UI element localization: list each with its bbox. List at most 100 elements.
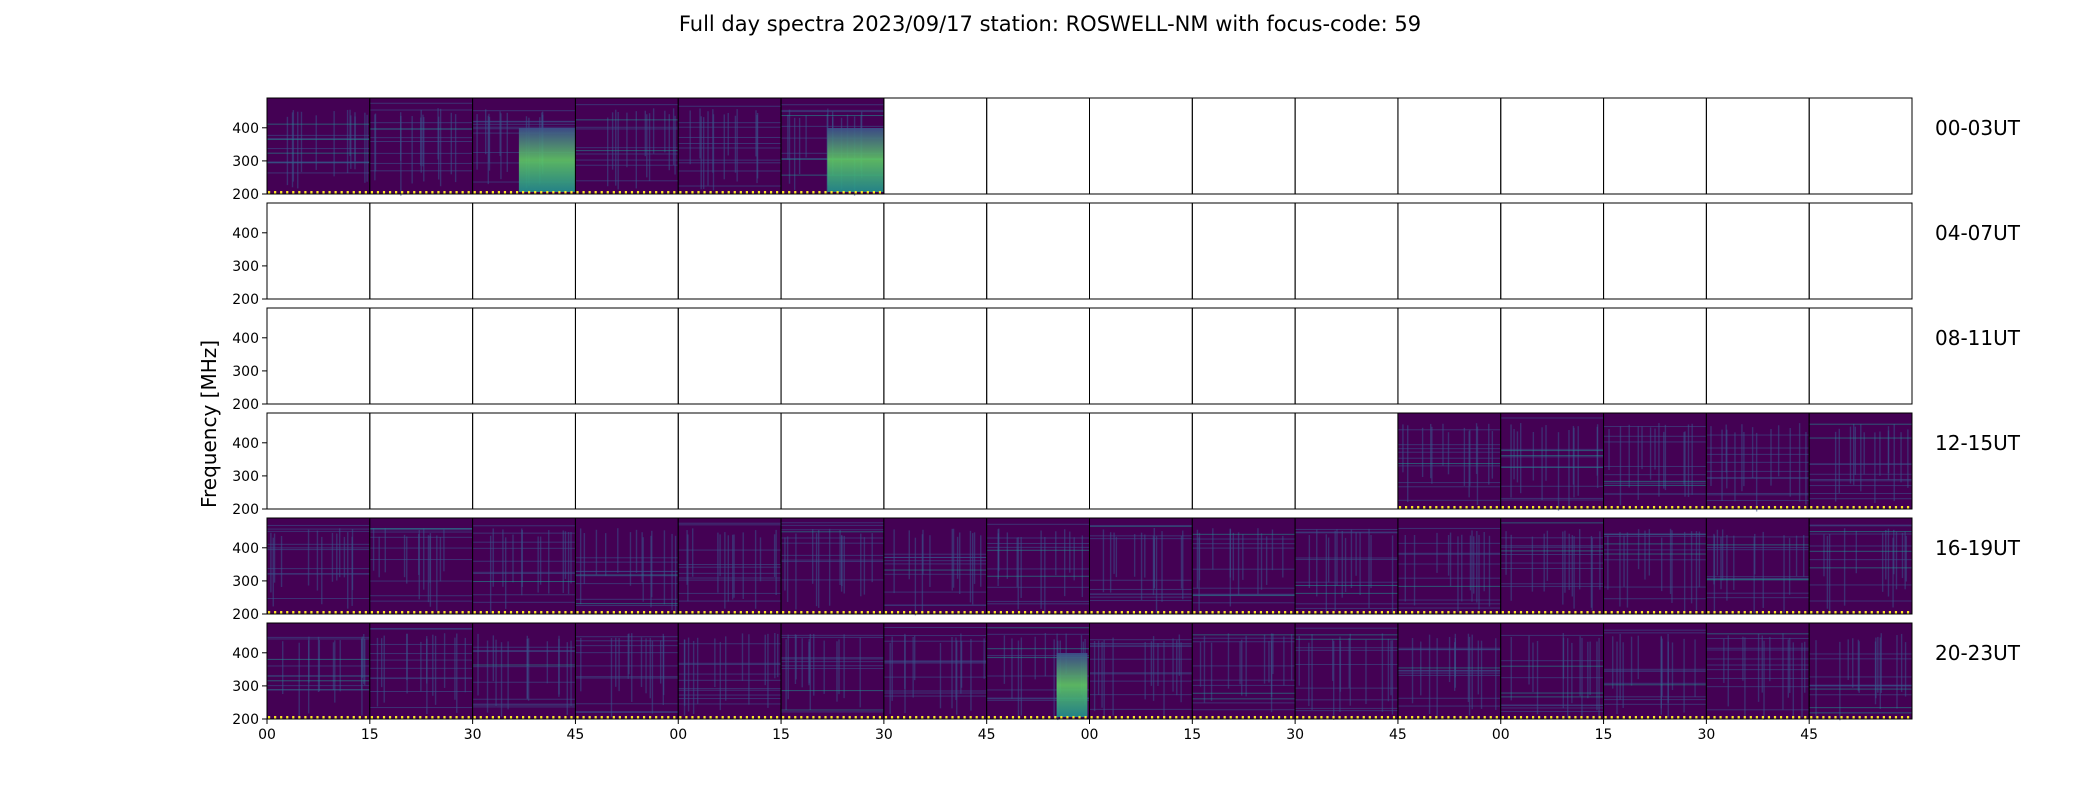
spectral-streak (1726, 429, 1728, 489)
marker-dot (431, 716, 434, 719)
marker-dot (630, 716, 634, 719)
marker-dot (1030, 611, 1033, 614)
spectral-line (472, 560, 576, 562)
spectral-line (1706, 434, 1810, 436)
spectral-streak (280, 535, 283, 588)
marker-dot (642, 191, 646, 194)
spectral-line (1603, 684, 1707, 686)
marker-dot (1640, 716, 1644, 719)
marker-dot (1773, 716, 1777, 719)
spectral-line (781, 661, 884, 663)
spectrum-panel (266, 97, 371, 195)
marker-dot (1356, 611, 1359, 614)
marker-dot (993, 716, 996, 719)
marker-dot (334, 716, 337, 719)
spectral-streak (1727, 635, 1729, 707)
marker-dot (528, 716, 531, 719)
marker-dot (1846, 611, 1849, 614)
marker-dot (1701, 716, 1704, 719)
marker-dot (1320, 611, 1323, 614)
row-time-label: 04-07UT (1935, 221, 2021, 245)
spectral-line (678, 694, 782, 696)
spectral-streak (512, 534, 514, 583)
spectral-streak (793, 117, 796, 190)
spectral-line (986, 575, 1090, 577)
spectral-line (1809, 533, 1912, 535)
marker-dot (830, 191, 833, 194)
spectral-line (678, 689, 782, 691)
spectral-streak (1510, 636, 1512, 701)
marker-dot (1501, 506, 1504, 509)
spectral-line (575, 104, 679, 106)
spectral-line (575, 150, 679, 152)
marker-dot (1332, 716, 1335, 719)
spectral-streak (1272, 633, 1274, 675)
marker-dot (782, 191, 785, 194)
spectral-streak (1103, 640, 1105, 719)
panel-frame (986, 412, 1090, 510)
marker-dot (951, 611, 954, 614)
spectral-line (1089, 588, 1193, 590)
spectral-line (1603, 703, 1707, 705)
spectral-line (1603, 543, 1707, 545)
marker-dot (679, 611, 682, 614)
spectral-streak (1900, 432, 1902, 483)
spectral-line (1809, 685, 1912, 687)
spectral-streak (270, 532, 272, 593)
spectral-streak (1332, 639, 1334, 681)
marker-dot (576, 191, 579, 194)
marker-dot (806, 191, 809, 194)
marker-dot (1677, 716, 1680, 719)
marker-dot (1471, 716, 1474, 719)
spectral-streak (354, 112, 356, 170)
panel-background (575, 518, 679, 614)
marker-dot (612, 716, 615, 719)
marker-dot (1217, 611, 1220, 614)
marker-dot (546, 716, 549, 719)
spectral-streak (1654, 428, 1656, 470)
spectral-line (1089, 596, 1193, 598)
spectral-line (369, 600, 473, 602)
marker-dot (1404, 611, 1408, 614)
x-tick-label: 45 (1800, 727, 1818, 743)
marker-dot (655, 191, 658, 194)
marker-dot (1846, 716, 1849, 719)
marker-dot (1592, 506, 1595, 509)
spectral-line (1500, 522, 1604, 524)
spectrum-panel (266, 622, 371, 720)
marker-dot (769, 191, 773, 194)
marker-dot (848, 611, 851, 614)
marker-dot (1556, 506, 1559, 509)
panel-frame (574, 412, 679, 510)
marker-dot (1767, 611, 1771, 614)
spectral-line (1192, 538, 1296, 540)
marker-dot (1900, 506, 1904, 509)
marker-dot (691, 611, 694, 614)
spectral-streak (1263, 634, 1266, 684)
spectral-streak (696, 637, 699, 705)
spectral-line (1706, 592, 1810, 594)
y-tick-label: 400 (232, 226, 259, 242)
spectral-streak (969, 530, 972, 603)
marker-dot (376, 611, 380, 614)
x-tick-label: 45 (978, 727, 996, 743)
spectral-streak (1133, 534, 1136, 577)
spectral-streak (777, 633, 779, 678)
x-tick-label: 30 (1697, 727, 1715, 743)
marker-dot (1792, 716, 1795, 719)
spectral-streak (1904, 531, 1906, 590)
panel-frame (780, 307, 885, 405)
spectral-streak (476, 114, 478, 170)
marker-dot (1671, 611, 1674, 614)
spectral-line (781, 561, 884, 563)
spectral-line (781, 531, 884, 533)
spectral-streak (724, 532, 726, 609)
spectral-line (1089, 535, 1193, 537)
spectral-line (781, 634, 884, 636)
spectral-streak (668, 114, 670, 171)
marker-dot (776, 191, 779, 194)
spectral-line (1295, 663, 1398, 665)
empty-panel (1808, 307, 1913, 405)
